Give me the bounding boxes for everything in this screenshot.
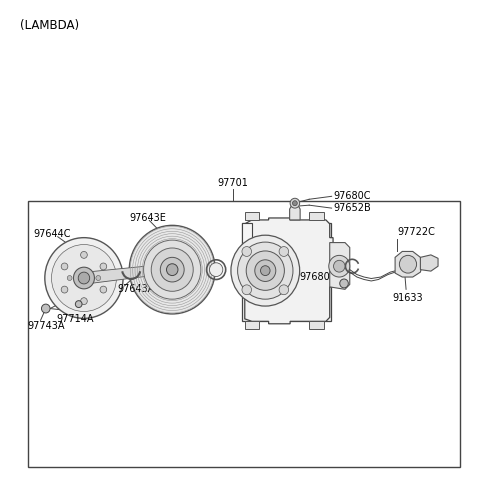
- Text: 97644C: 97644C: [34, 229, 72, 239]
- Text: 97680C: 97680C: [300, 272, 337, 282]
- Circle shape: [160, 257, 184, 282]
- Circle shape: [61, 286, 68, 293]
- Polygon shape: [309, 321, 324, 329]
- Polygon shape: [86, 265, 160, 284]
- Circle shape: [96, 276, 101, 281]
- Circle shape: [209, 263, 223, 277]
- Circle shape: [246, 251, 284, 291]
- Polygon shape: [420, 255, 438, 271]
- Text: (LAMBDA): (LAMBDA): [21, 19, 80, 32]
- Text: 97743A: 97743A: [28, 321, 65, 331]
- Text: 97652B: 97652B: [333, 203, 371, 213]
- Circle shape: [255, 260, 276, 282]
- Text: 97643E: 97643E: [129, 213, 166, 223]
- Text: 97643A: 97643A: [117, 284, 154, 295]
- Text: 97714A: 97714A: [56, 314, 94, 324]
- Polygon shape: [242, 223, 252, 248]
- Circle shape: [238, 242, 293, 299]
- Circle shape: [151, 248, 193, 292]
- Circle shape: [67, 276, 72, 281]
- Circle shape: [100, 286, 107, 293]
- Circle shape: [41, 304, 50, 313]
- Circle shape: [329, 255, 350, 277]
- Circle shape: [73, 267, 95, 289]
- Polygon shape: [245, 212, 259, 220]
- Circle shape: [100, 263, 107, 270]
- Text: 97680C: 97680C: [333, 191, 371, 201]
- Polygon shape: [395, 251, 422, 277]
- Circle shape: [279, 285, 288, 295]
- Bar: [28, 201, 459, 467]
- Polygon shape: [289, 205, 300, 220]
- Circle shape: [144, 240, 201, 299]
- Circle shape: [399, 255, 417, 273]
- Circle shape: [167, 264, 178, 276]
- Polygon shape: [309, 212, 324, 220]
- Polygon shape: [245, 218, 333, 324]
- Circle shape: [279, 247, 288, 256]
- Text: 91633: 91633: [393, 293, 423, 303]
- Polygon shape: [330, 243, 350, 290]
- Circle shape: [51, 245, 116, 311]
- Circle shape: [261, 266, 270, 276]
- Circle shape: [75, 300, 82, 307]
- Circle shape: [242, 285, 252, 295]
- Circle shape: [340, 279, 348, 288]
- Circle shape: [290, 198, 300, 208]
- Circle shape: [81, 297, 87, 304]
- Circle shape: [81, 251, 87, 258]
- Circle shape: [231, 235, 300, 306]
- Circle shape: [61, 263, 68, 270]
- Text: 97701: 97701: [217, 178, 248, 188]
- Circle shape: [242, 247, 252, 256]
- Circle shape: [292, 201, 297, 205]
- Circle shape: [45, 238, 123, 318]
- Circle shape: [78, 272, 90, 284]
- Text: 97722C: 97722C: [397, 227, 435, 237]
- Polygon shape: [245, 321, 259, 329]
- Circle shape: [129, 225, 215, 314]
- Text: 97707C: 97707C: [164, 261, 202, 271]
- Bar: [242, 223, 331, 321]
- Circle shape: [334, 260, 345, 272]
